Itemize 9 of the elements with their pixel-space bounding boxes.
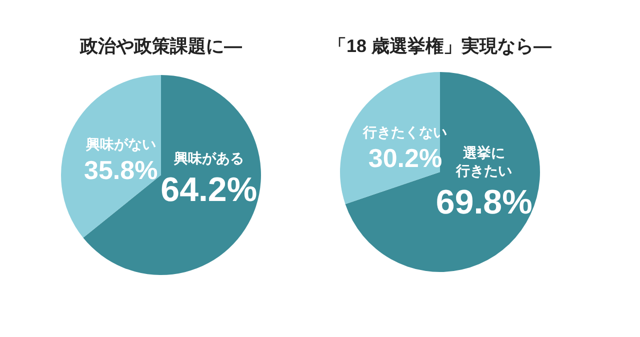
slice-label: 選挙に行きたい [456, 144, 512, 178]
data-label: 35.8% [84, 155, 158, 186]
slice-label: 興味がある [174, 150, 244, 166]
data-label: 64.2% [160, 171, 258, 210]
slice-label: 行きたくない [363, 124, 448, 140]
data-label: 69.8% [436, 183, 532, 222]
chart-title: 「18 歳選挙権」実現なら— [328, 36, 552, 56]
chart-title: 政治や政策課題に— [79, 36, 242, 56]
slice-label: 興味がない [86, 136, 156, 152]
